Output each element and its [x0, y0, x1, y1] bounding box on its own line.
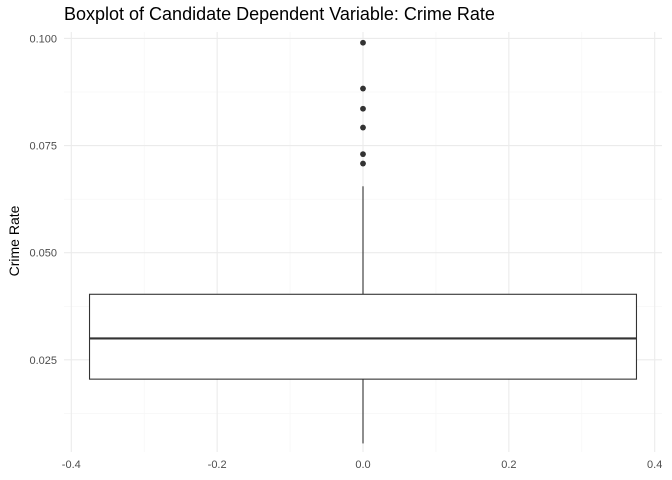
box-layer [88, 186, 638, 444]
outlier-point [360, 39, 366, 46]
outlier-point [360, 151, 366, 158]
x-tick-label: 0.4 [647, 459, 662, 471]
y-axis-title: Crime Rate [6, 205, 22, 276]
x-tick-label: -0.4 [62, 459, 81, 471]
x-tick-label: -0.2 [208, 459, 227, 471]
outlier-point [360, 85, 366, 92]
chart-title: Boxplot of Candidate Dependent Variable:… [64, 4, 495, 24]
y-tick-label: 0.025 [29, 355, 57, 367]
outlier-point [360, 160, 366, 167]
y-tick-label: 0.075 [29, 141, 57, 153]
x-tick-labels: -0.4 -0.2 0.0 0.2 0.4 [62, 459, 663, 471]
x-tick-label: 0.2 [501, 459, 516, 471]
y-tick-label: 0.100 [29, 33, 57, 45]
y-tick-label: 0.050 [29, 248, 57, 260]
outlier-point [360, 124, 366, 131]
iqr-box [88, 293, 638, 380]
x-tick-label: 0.0 [355, 459, 370, 471]
outlier-layer [360, 39, 366, 167]
y-tick-labels: 0.025 0.050 0.075 0.100 [29, 33, 57, 366]
outlier-point [360, 105, 366, 112]
